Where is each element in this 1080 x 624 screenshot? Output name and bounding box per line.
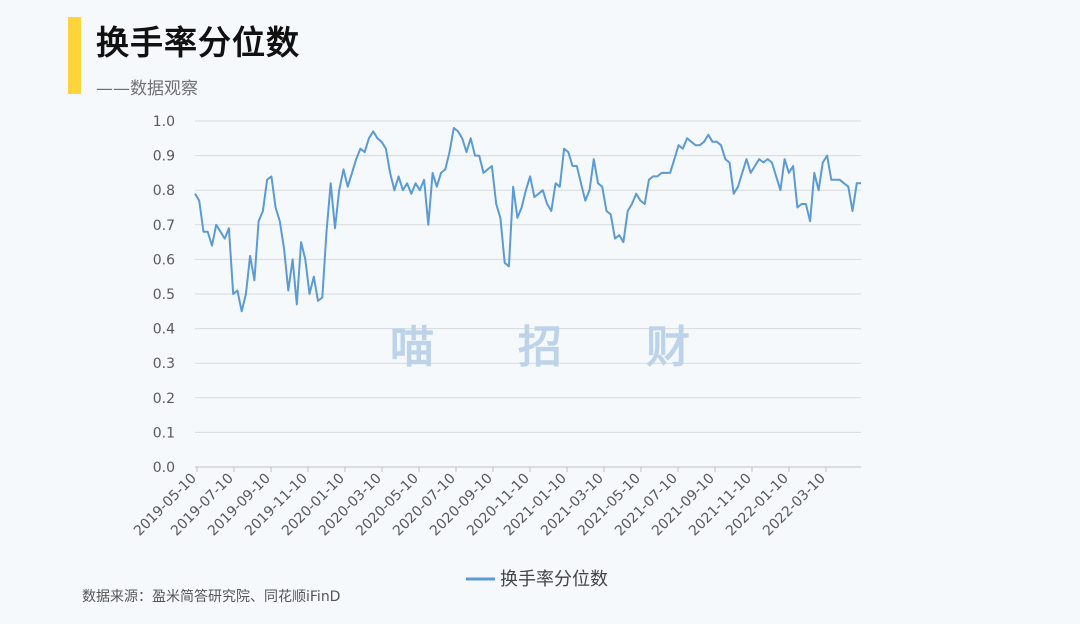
y-tick-label: 0.4 — [153, 322, 175, 338]
page-title: 换手率分位数 — [96, 23, 300, 62]
watermark-char: 招 — [518, 322, 562, 373]
watermark: 喵招财 — [390, 322, 690, 373]
y-tick-label: 1.0 — [153, 114, 175, 130]
y-tick-label: 0.1 — [153, 425, 175, 441]
y-tick-label: 0.2 — [153, 391, 175, 407]
y-tick-label: 0.6 — [153, 252, 175, 268]
chart-series — [194, 126, 861, 313]
y-tick-label: 0.8 — [153, 183, 175, 199]
page-subtitle: ——数据观察 — [96, 79, 198, 99]
chart-legend: 换手率分位数 — [466, 569, 608, 590]
y-tick-label: 0.5 — [153, 287, 175, 303]
chart-gridlines — [195, 120, 861, 433]
x-axis: 2019-05-102019-07-102019-09-102019-11-10… — [131, 466, 861, 539]
series-line — [194, 126, 861, 313]
y-tick-label: 0.3 — [153, 356, 175, 372]
watermark-char: 喵 — [390, 322, 434, 373]
y-axis-ticks: 0.0 0.1 0.2 0.3 0.4 0.5 0.6 0.7 0.8 0.9 1.0 — [153, 114, 175, 476]
y-tick-label: 0.0 — [153, 460, 175, 476]
y-tick-label: 0.7 — [153, 218, 175, 234]
watermark-char: 财 — [646, 322, 690, 373]
legend-label: 换手率分位数 — [500, 569, 608, 590]
y-tick-label: 0.9 — [153, 149, 175, 165]
data-source-note: 数据来源：盈米简答研究院、同花顺iFinD — [82, 589, 341, 605]
title-accent-bar — [68, 17, 81, 94]
